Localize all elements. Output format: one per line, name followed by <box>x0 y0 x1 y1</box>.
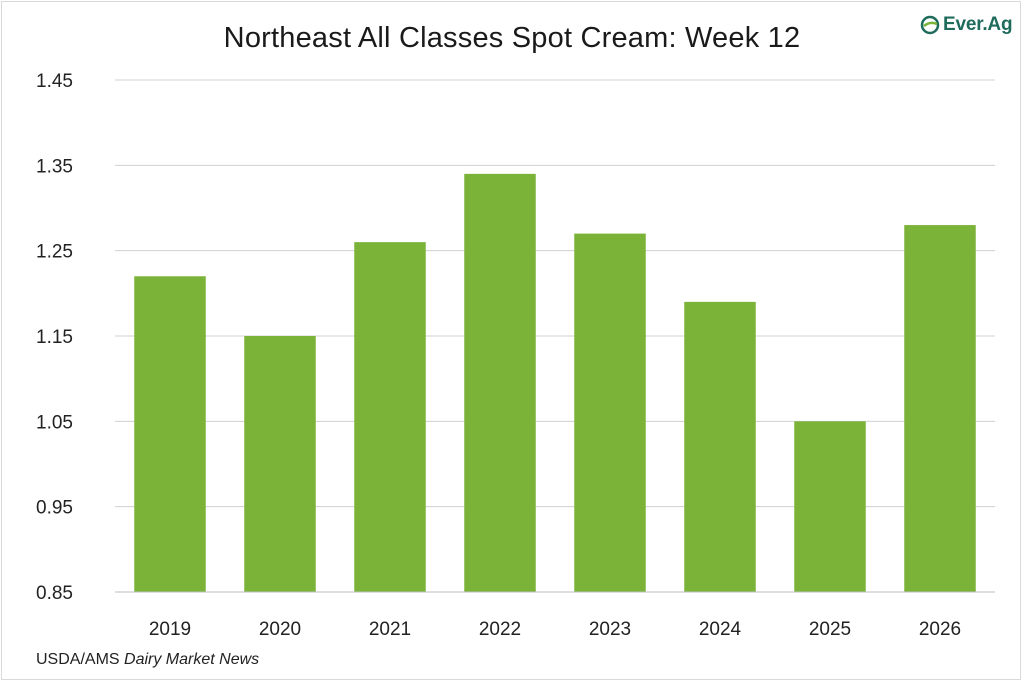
x-tick-label: 2026 <box>919 619 961 640</box>
x-tick-label: 2022 <box>479 619 521 640</box>
bar-2025 <box>794 421 866 592</box>
bar-2020 <box>244 336 316 592</box>
bars <box>134 173 976 593</box>
bar-2019 <box>134 276 206 592</box>
source-note: USDA/AMS Dairy Market News <box>36 651 259 669</box>
bar-2023 <box>574 233 646 592</box>
bar-2022 <box>464 173 536 592</box>
y-tick-label: 1.15 <box>36 327 73 348</box>
y-tick-label: 1.05 <box>36 412 73 433</box>
y-tick-label: 1.35 <box>36 156 73 177</box>
source-publication: Dairy Market News <box>124 651 260 668</box>
bar-2024 <box>684 301 756 592</box>
bar-2021 <box>354 242 426 592</box>
x-tick-label: 2020 <box>259 619 301 640</box>
y-tick-label: 0.95 <box>36 498 73 519</box>
x-tick-label: 2023 <box>589 619 631 640</box>
x-tick-label: 2021 <box>369 619 411 640</box>
source-prefix: USDA/AMS <box>36 651 125 668</box>
y-tick-label: 1.25 <box>36 242 73 263</box>
ever-ag-leaf-icon <box>920 15 940 35</box>
x-tick-label: 2024 <box>699 619 742 640</box>
y-tick-label: 1.45 <box>36 71 73 92</box>
bar-2026 <box>904 225 976 593</box>
y-tick-label: 0.85 <box>36 583 73 604</box>
logo-text: Ever.Ag <box>943 14 1013 35</box>
x-axis: 2019 2020 2021 2022 2023 2024 2025 2026 <box>115 591 995 640</box>
x-tick-label: 2025 <box>809 619 851 640</box>
y-axis: 0.85 0.95 1.05 1.15 1.25 1.35 1.45 <box>36 71 73 604</box>
chart-title: Northeast All Classes Spot Cream: Week 1… <box>223 22 801 54</box>
ever-ag-logo: Ever.Ag <box>920 14 1013 36</box>
x-tick-label: 2019 <box>149 619 191 640</box>
